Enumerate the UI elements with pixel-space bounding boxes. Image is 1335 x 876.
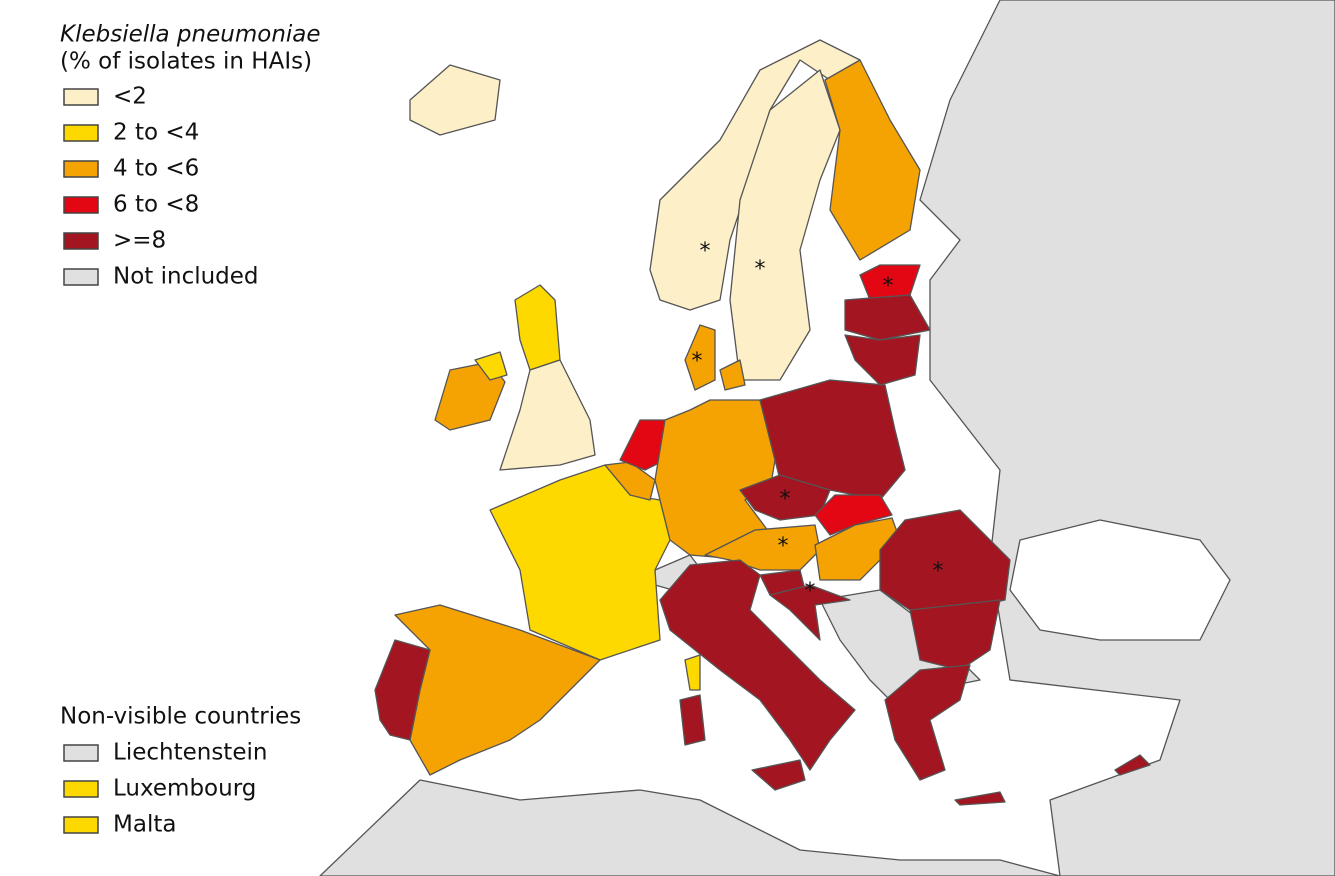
slovakia [814, 494, 893, 536]
corsica [684, 654, 701, 691]
legend-label: 6 to <8 [113, 192, 199, 218]
norway [649, 39, 861, 311]
estonia [859, 264, 921, 301]
legend-label: <2 [113, 84, 147, 110]
sardinia [679, 694, 706, 746]
lithuania [844, 334, 921, 386]
denmark [684, 324, 746, 391]
legend-label: 2 to <4 [113, 120, 199, 146]
legend-label: Not included [113, 264, 259, 290]
sweden [729, 69, 841, 381]
legend-swatch [63, 780, 99, 798]
asterisk: * [883, 274, 894, 299]
northern-ireland [474, 351, 508, 381]
portugal [374, 639, 431, 741]
africa [319, 779, 1061, 876]
non-visible-title: Non-visible countries [60, 704, 301, 730]
italy [659, 559, 856, 771]
romania [879, 509, 1011, 611]
asterisk: * [933, 559, 944, 584]
france [489, 464, 671, 661]
england [499, 359, 596, 471]
asterisk: * [755, 257, 766, 282]
legend-swatch [63, 160, 99, 178]
cyprus [1114, 754, 1151, 776]
legend-swatch [63, 232, 99, 250]
asterisk: * [805, 579, 816, 604]
ireland [434, 361, 506, 431]
legend: Klebsiella pneumoniae (% of isolates in … [60, 22, 321, 838]
latvia [844, 294, 931, 341]
croatia [769, 584, 851, 641]
finland [824, 59, 921, 261]
legend-subtitle: (% of isolates in HAIs) [60, 49, 312, 75]
sicily [751, 759, 806, 791]
legend-label: 4 to <6 [113, 156, 199, 182]
legend-label: Liechtenstein [113, 740, 267, 766]
countries [319, 0, 1335, 876]
legend-title: Klebsiella pneumoniae [60, 22, 321, 48]
markers: * * * * * * * * [692, 239, 944, 604]
asterisk: * [780, 487, 791, 512]
legend-swatch [63, 196, 99, 214]
legend-swatch [63, 744, 99, 762]
legend-swatch [63, 816, 99, 834]
iceland [409, 64, 501, 136]
legend-label: >=8 [113, 228, 166, 254]
poland [759, 379, 906, 501]
bulgaria [909, 599, 1001, 671]
legend-label: Malta [113, 812, 176, 838]
asterisk: * [778, 534, 789, 559]
legend-swatch [63, 268, 99, 286]
greece [884, 664, 1006, 806]
black-sea [1009, 519, 1231, 641]
asterisk: * [692, 349, 703, 374]
legend-swatch [63, 88, 99, 106]
legend-label: Luxembourg [113, 776, 256, 802]
legend-swatch [63, 124, 99, 142]
asterisk: * [700, 239, 711, 264]
